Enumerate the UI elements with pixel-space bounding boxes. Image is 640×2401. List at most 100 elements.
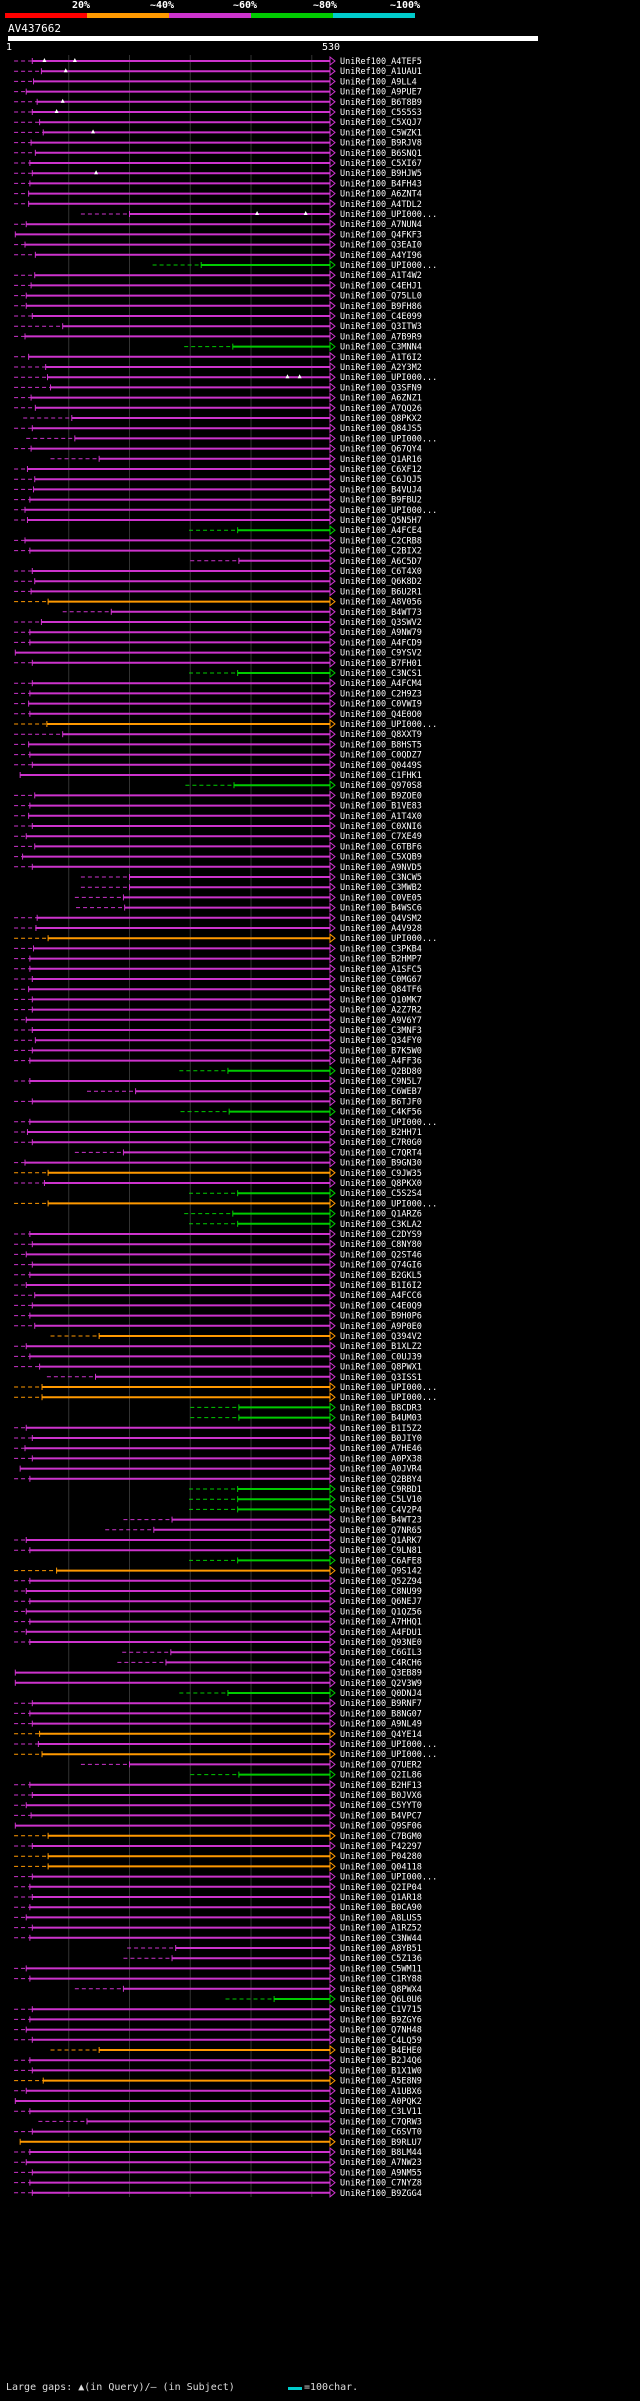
hit-label[interactable]: UniRef100_C5LV10 <box>340 1495 422 1505</box>
hit-label[interactable]: UniRef100_A6C5D7 <box>340 557 422 567</box>
hit-label[interactable]: UniRef100_B9RNF7 <box>340 1699 422 1709</box>
hit-label[interactable]: UniRef100_A7NUN4 <box>340 220 422 230</box>
hit-label[interactable]: UniRef100_C9N5L7 <box>340 1077 422 1087</box>
hit-label[interactable]: UniRef100_C4RCH6 <box>340 1658 422 1668</box>
hit-label[interactable]: UniRef100_B4EHE0 <box>340 2046 422 2056</box>
hit-label[interactable]: UniRef100_C3NCS1 <box>340 669 422 679</box>
hit-label[interactable]: UniRef100_C0VWI9 <box>340 700 422 710</box>
hit-label[interactable]: UniRef100_B9GN30 <box>340 1159 422 1169</box>
hit-label[interactable]: UniRef100_A9NVD5 <box>340 863 422 873</box>
hit-label[interactable]: UniRef100_Q1AR18 <box>340 1893 422 1903</box>
hit-label[interactable]: UniRef100_A4V928 <box>340 924 422 934</box>
hit-label[interactable]: UniRef100_Q84TF6 <box>340 985 422 995</box>
hit-label[interactable]: UniRef100_Q9SF06 <box>340 1822 422 1832</box>
hit-label[interactable]: UniRef100_C0MG67 <box>340 975 422 985</box>
hit-label[interactable]: UniRef100_A1UAU1 <box>340 67 422 77</box>
hit-label[interactable]: UniRef100_Q7NH48 <box>340 2026 422 2036</box>
hit-label[interactable]: UniRef100_C9RBD1 <box>340 1485 422 1495</box>
hit-label[interactable]: UniRef100_Q74GI6 <box>340 1261 422 1271</box>
hit-label[interactable]: UniRef100_Q6NEJ7 <box>340 1597 422 1607</box>
hit-label[interactable]: UniRef100_UPI000... <box>340 210 437 220</box>
hit-label[interactable]: UniRef100_C1FHK1 <box>340 771 422 781</box>
hit-label[interactable]: UniRef100_B4FH43 <box>340 179 422 189</box>
hit-label[interactable]: UniRef100_A4FCE4 <box>340 526 422 536</box>
hit-label[interactable]: UniRef100_Q6K8D2 <box>340 577 422 587</box>
hit-label[interactable]: UniRef100_Q2IP04 <box>340 1883 422 1893</box>
hit-label[interactable]: UniRef100_C5XQJ7 <box>340 118 422 128</box>
hit-label[interactable]: UniRef100_C7NYZ8 <box>340 2179 422 2189</box>
hit-label[interactable]: UniRef100_Q7NR65 <box>340 1526 422 1536</box>
hit-label[interactable]: UniRef100_B9H0P6 <box>340 1312 422 1322</box>
hit-label[interactable]: UniRef100_Q3SFN9 <box>340 383 422 393</box>
hit-label[interactable]: UniRef100_A9PUE7 <box>340 88 422 98</box>
hit-label[interactable]: UniRef100_B8NG07 <box>340 1709 422 1719</box>
hit-label[interactable]: UniRef100_Q1ARK7 <box>340 1536 422 1546</box>
hit-label[interactable]: UniRef100_B2GKL5 <box>340 1271 422 1281</box>
hit-label[interactable]: UniRef100_UPI000... <box>340 1199 437 1209</box>
hit-label[interactable]: UniRef100_C4LQ59 <box>340 2036 422 2046</box>
hit-label[interactable]: UniRef100_C7QRT4 <box>340 1148 422 1158</box>
hit-label[interactable]: UniRef100_C6AFE8 <box>340 1556 422 1566</box>
hit-label[interactable]: UniRef100_C6JQJ5 <box>340 475 422 485</box>
hit-label[interactable]: UniRef100_C5WM11 <box>340 1964 422 1974</box>
hit-label[interactable]: UniRef100_Q0DNJ4 <box>340 1689 422 1699</box>
hit-label[interactable]: UniRef100_P42297 <box>340 1842 422 1852</box>
hit-label[interactable]: UniRef100_A9LL4 <box>340 77 417 87</box>
hit-label[interactable]: UniRef100_B7K5W0 <box>340 1046 422 1056</box>
hit-label[interactable]: UniRef100_B2HH71 <box>340 1128 422 1138</box>
hit-label[interactable]: UniRef100_A9NW79 <box>340 628 422 638</box>
hit-label[interactable]: UniRef100_Q4VSM2 <box>340 914 422 924</box>
hit-label[interactable]: UniRef100_UPI000... <box>340 934 437 944</box>
hit-label[interactable]: UniRef100_A4FCD9 <box>340 638 422 648</box>
hit-label[interactable]: UniRef100_C4E0Q9 <box>340 1301 422 1311</box>
hit-label[interactable]: UniRef100_B2J4Q6 <box>340 2056 422 2066</box>
hit-label[interactable]: UniRef100_UPI000... <box>340 1750 437 1760</box>
hit-label[interactable]: UniRef100_C5XI67 <box>340 159 422 169</box>
hit-label[interactable]: UniRef100_B1I5Z2 <box>340 1424 422 1434</box>
hit-label[interactable]: UniRef100_C9JW35 <box>340 1169 422 1179</box>
hit-label[interactable]: UniRef100_A1T4W2 <box>340 271 422 281</box>
hit-label[interactable]: UniRef100_A4FF36 <box>340 1057 422 1067</box>
hit-label[interactable]: UniRef100_B8LM44 <box>340 2148 422 2158</box>
hit-label[interactable]: UniRef100_UPI000... <box>340 261 437 271</box>
hit-label[interactable]: UniRef100_C7BGM0 <box>340 1832 422 1842</box>
hit-label[interactable]: UniRef100_C5S5S3 <box>340 108 422 118</box>
hit-label[interactable]: UniRef100_P04280 <box>340 1852 422 1862</box>
hit-label[interactable]: UniRef100_Q1AR16 <box>340 455 422 465</box>
hit-label[interactable]: UniRef100_C6T4X0 <box>340 567 422 577</box>
hit-label[interactable]: UniRef100_UPI000... <box>340 1873 437 1883</box>
hit-label[interactable]: UniRef100_C4E099 <box>340 312 422 322</box>
hit-label[interactable]: UniRef100_B2HMP7 <box>340 955 422 965</box>
hit-label[interactable]: UniRef100_B6SNQ1 <box>340 149 422 159</box>
hit-label[interactable]: UniRef100_B6U2R1 <box>340 587 422 597</box>
hit-label[interactable]: UniRef100_B2HF13 <box>340 1781 422 1791</box>
hit-label[interactable]: UniRef100_C2BIX2 <box>340 547 422 557</box>
hit-label[interactable]: UniRef100_B9FH86 <box>340 302 422 312</box>
hit-label[interactable]: UniRef100_C5XQB9 <box>340 853 422 863</box>
hit-label[interactable]: UniRef100_B4WT23 <box>340 1516 422 1526</box>
hit-label[interactable]: UniRef100_C3LV11 <box>340 2107 422 2117</box>
hit-label[interactable]: UniRef100_C3MWB2 <box>340 883 422 893</box>
hit-label[interactable]: UniRef100_A4FDU1 <box>340 1628 422 1638</box>
hit-label[interactable]: UniRef100_B4UM03 <box>340 1414 422 1424</box>
hit-label[interactable]: UniRef100_UPI000... <box>340 373 437 383</box>
hit-label[interactable]: UniRef100_B6TJF0 <box>340 1097 422 1107</box>
hit-label[interactable]: UniRef100_A4FCM4 <box>340 679 422 689</box>
hit-label[interactable]: UniRef100_Q3SWV2 <box>340 618 422 628</box>
hit-label[interactable]: UniRef100_B4VUJ4 <box>340 485 422 495</box>
hit-label[interactable]: UniRef100_B9HJW5 <box>340 169 422 179</box>
hit-label[interactable]: UniRef100_C9LN81 <box>340 1546 422 1556</box>
hit-label[interactable]: UniRef100_Q93NE0 <box>340 1638 422 1648</box>
hit-label[interactable]: UniRef100_B9RJV8 <box>340 139 422 149</box>
hit-label[interactable]: UniRef100_Q3ITW3 <box>340 322 422 332</box>
hit-label[interactable]: UniRef100_B0JVX6 <box>340 1791 422 1801</box>
hit-label[interactable]: UniRef100_Q8PKX2 <box>340 414 422 424</box>
hit-label[interactable]: UniRef100_Q3EAI0 <box>340 241 422 251</box>
hit-label[interactable]: UniRef100_A9V6Y7 <box>340 1016 422 1026</box>
hit-label[interactable]: UniRef100_A6ZNZ1 <box>340 394 422 404</box>
hit-label[interactable]: UniRef100_A2Z7R2 <box>340 1006 422 1016</box>
hit-label[interactable]: UniRef100_C4KF56 <box>340 1108 422 1118</box>
hit-label[interactable]: UniRef100_A4YI96 <box>340 251 422 261</box>
hit-label[interactable]: UniRef100_Q8PWX1 <box>340 1363 422 1373</box>
hit-label[interactable]: UniRef100_A0PX38 <box>340 1454 422 1464</box>
